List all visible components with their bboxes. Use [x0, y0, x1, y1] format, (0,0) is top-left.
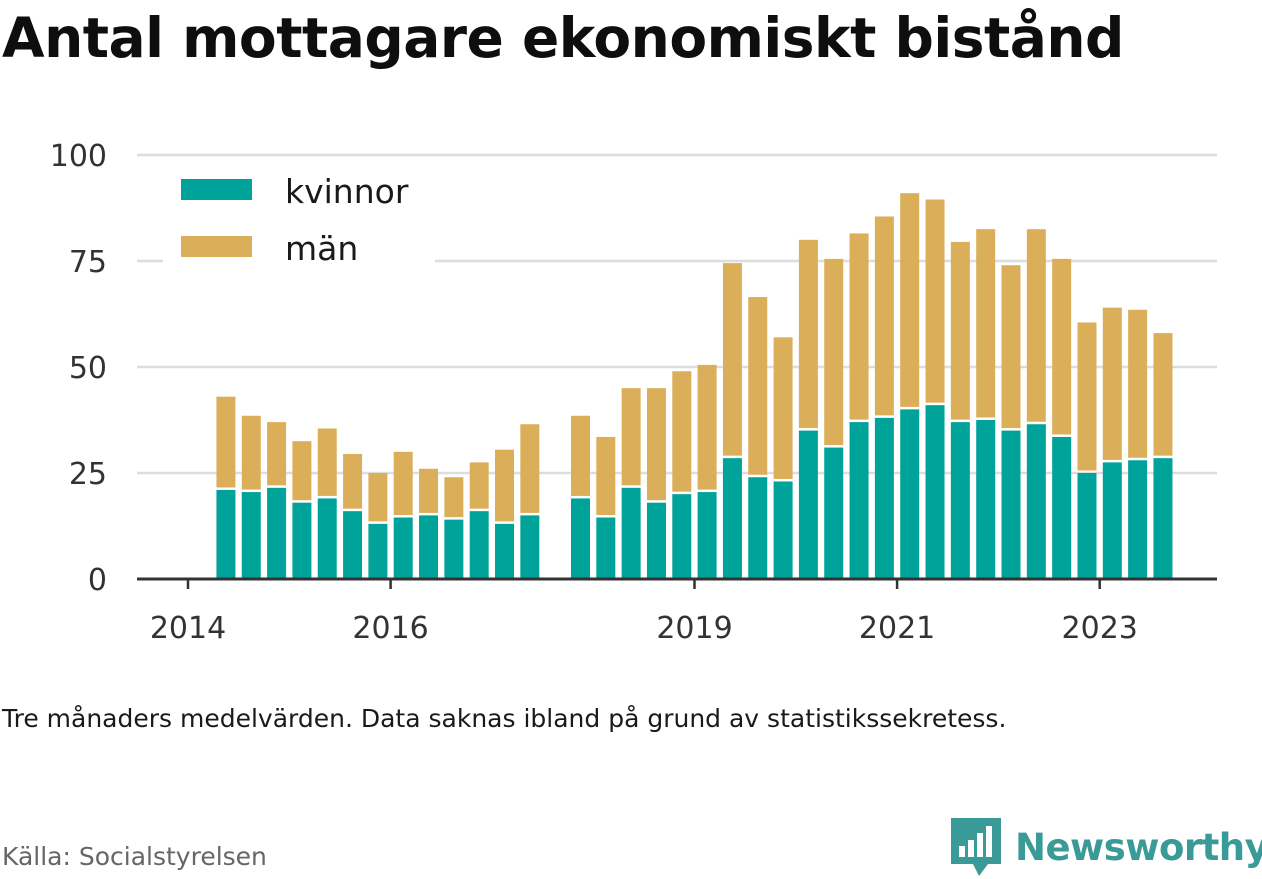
bar-man-2022-Q1 — [1001, 265, 1021, 429]
bar-kvinnor-2018-Q4 — [672, 494, 692, 579]
bar-kvinnor-2019-Q4 — [773, 481, 793, 579]
bar-man-2021-Q1 — [900, 193, 920, 407]
bar-man-2017-Q1 — [495, 449, 514, 522]
bar-kvinnor-2017-Q2 — [520, 515, 540, 579]
y-tick-label-25: 25 — [69, 457, 107, 492]
bar-kvinnor-2017-Q4 — [570, 498, 590, 579]
brand-name: Newsworthy — [1015, 825, 1262, 869]
bar-kvinnor-2014-Q3 — [241, 492, 261, 579]
bar-kvinnor-2021-Q1 — [900, 409, 920, 579]
legend-label-kvinnor: kvinnor — [285, 172, 409, 211]
y-tick-label-50: 50 — [69, 351, 107, 386]
y-tick-label-75: 75 — [69, 245, 107, 280]
bar-man-2020-Q3 — [849, 233, 869, 420]
bar-man-2016-Q1 — [393, 451, 413, 516]
bar-kvinnor-2020-Q2 — [824, 447, 844, 579]
bar-kvinnor-2015-Q4 — [368, 523, 388, 579]
stacked-bar-chart: 0 25 50 75 100 2014 2016 2019 2021 2023 kvinnor … — [50, 139, 1217, 646]
bar-man-2020-Q2 — [824, 258, 844, 446]
newsworthy-logo: Newsworthy — [951, 818, 1262, 876]
bar-man-2017-Q2 — [520, 424, 540, 513]
y-axis-tick-labels: 0 25 50 75 100 — [50, 139, 107, 598]
bar-man-2020-Q1 — [798, 239, 818, 429]
bar-kvinnor-2022-Q3 — [1052, 436, 1072, 579]
bar-man-2021-Q4 — [976, 229, 996, 418]
bar-man-2022-Q3 — [1052, 258, 1072, 435]
bar-man-2018-Q2 — [621, 388, 641, 486]
bar-man-2023-Q3 — [1153, 333, 1173, 456]
x-tick-label-2023: 2023 — [1062, 611, 1138, 646]
bar-kvinnor-2020-Q1 — [798, 430, 818, 579]
bar-kvinnor-2021-Q2 — [925, 405, 945, 579]
bar-kvinnor-2017-Q1 — [495, 523, 514, 579]
bar-kvinnor-2016-Q4 — [469, 511, 489, 579]
bar-man-2020-Q4 — [874, 216, 894, 416]
bar-kvinnor-2022-Q2 — [1026, 424, 1046, 579]
x-tick-label-2014: 2014 — [150, 611, 226, 646]
bar-kvinnor-2016-Q1 — [393, 517, 413, 579]
legend: kvinnor män — [163, 165, 435, 268]
bar-man-2021-Q2 — [925, 199, 945, 403]
bar-kvinnor-2019-Q2 — [722, 458, 742, 579]
source-text: Källa: Socialstyrelsen — [2, 842, 267, 871]
bar-man-2014-Q4 — [267, 422, 287, 486]
bar-man-2019-Q3 — [748, 297, 768, 475]
bar-man-2022-Q4 — [1077, 322, 1097, 471]
bar-man-2014-Q3 — [241, 415, 261, 490]
legend-swatch-kvinnor — [181, 179, 252, 200]
bar-kvinnor-2023-Q2 — [1128, 460, 1148, 579]
bar-man-2019-Q2 — [722, 263, 742, 456]
y-tick-label-100: 100 — [50, 139, 107, 174]
x-axis: 2014 2016 2019 2021 2023 — [137, 577, 1217, 646]
bar-kvinnor-2015-Q1 — [292, 502, 312, 579]
bar-kvinnor-2014-Q4 — [267, 487, 287, 579]
bars — [216, 193, 1173, 579]
bar-kvinnor-2020-Q3 — [849, 422, 869, 579]
bar-man-2015-Q1 — [292, 441, 312, 501]
bar-man-2016-Q4 — [469, 462, 489, 509]
bar-man-2014-Q2 — [216, 396, 236, 488]
bar-man-2019-Q4 — [773, 337, 793, 479]
bar-man-2019-Q1 — [697, 364, 717, 490]
bar-man-2018-Q3 — [646, 388, 666, 501]
bar-kvinnor-2016-Q2 — [419, 515, 439, 579]
bar-man-2023-Q2 — [1128, 309, 1148, 458]
chart-note: Tre månaders medelvärden. Data saknas ib… — [2, 704, 1007, 733]
bar-kvinnor-2018-Q1 — [596, 517, 616, 579]
bar-kvinnor-2018-Q3 — [646, 502, 666, 579]
bar-kvinnor-2018-Q2 — [621, 487, 641, 579]
bar-man-2016-Q3 — [444, 477, 464, 518]
y-tick-label-0: 0 — [88, 563, 107, 598]
bar-kvinnor-2015-Q3 — [343, 511, 363, 579]
bar-kvinnor-2021-Q3 — [950, 422, 970, 579]
newsworthy-logo-icon — [951, 818, 1001, 876]
bar-kvinnor-2020-Q4 — [874, 417, 894, 579]
bar-man-2022-Q2 — [1026, 229, 1046, 422]
legend-swatch-man — [181, 236, 252, 257]
bar-man-2021-Q3 — [950, 241, 970, 420]
bar-man-2016-Q2 — [419, 468, 439, 513]
bar-man-2017-Q4 — [570, 415, 590, 496]
x-tick-label-2021: 2021 — [859, 611, 935, 646]
bar-man-2018-Q1 — [596, 436, 616, 516]
bar-kvinnor-2021-Q4 — [976, 420, 996, 579]
bar-kvinnor-2014-Q2 — [216, 489, 236, 579]
bar-man-2015-Q3 — [343, 453, 363, 509]
bar-man-2015-Q4 — [368, 473, 388, 522]
bar-kvinnor-2022-Q4 — [1077, 473, 1097, 579]
bar-kvinnor-2019-Q1 — [697, 492, 717, 579]
bar-kvinnor-2016-Q3 — [444, 519, 464, 579]
bar-kvinnor-2015-Q2 — [317, 498, 337, 579]
x-tick-label-2016: 2016 — [352, 611, 428, 646]
bar-kvinnor-2019-Q3 — [748, 477, 768, 579]
bar-kvinnor-2023-Q3 — [1153, 458, 1173, 579]
legend-label-man: män — [285, 229, 358, 268]
bar-man-2023-Q1 — [1102, 307, 1122, 460]
bar-man-2015-Q2 — [317, 428, 337, 496]
bar-kvinnor-2022-Q1 — [1001, 430, 1021, 579]
chart-title: Antal mottagare ekonomiskt bistånd — [2, 6, 1124, 70]
bar-man-2018-Q4 — [672, 371, 692, 492]
x-tick-label-2019: 2019 — [656, 611, 732, 646]
bar-kvinnor-2023-Q1 — [1102, 462, 1122, 579]
